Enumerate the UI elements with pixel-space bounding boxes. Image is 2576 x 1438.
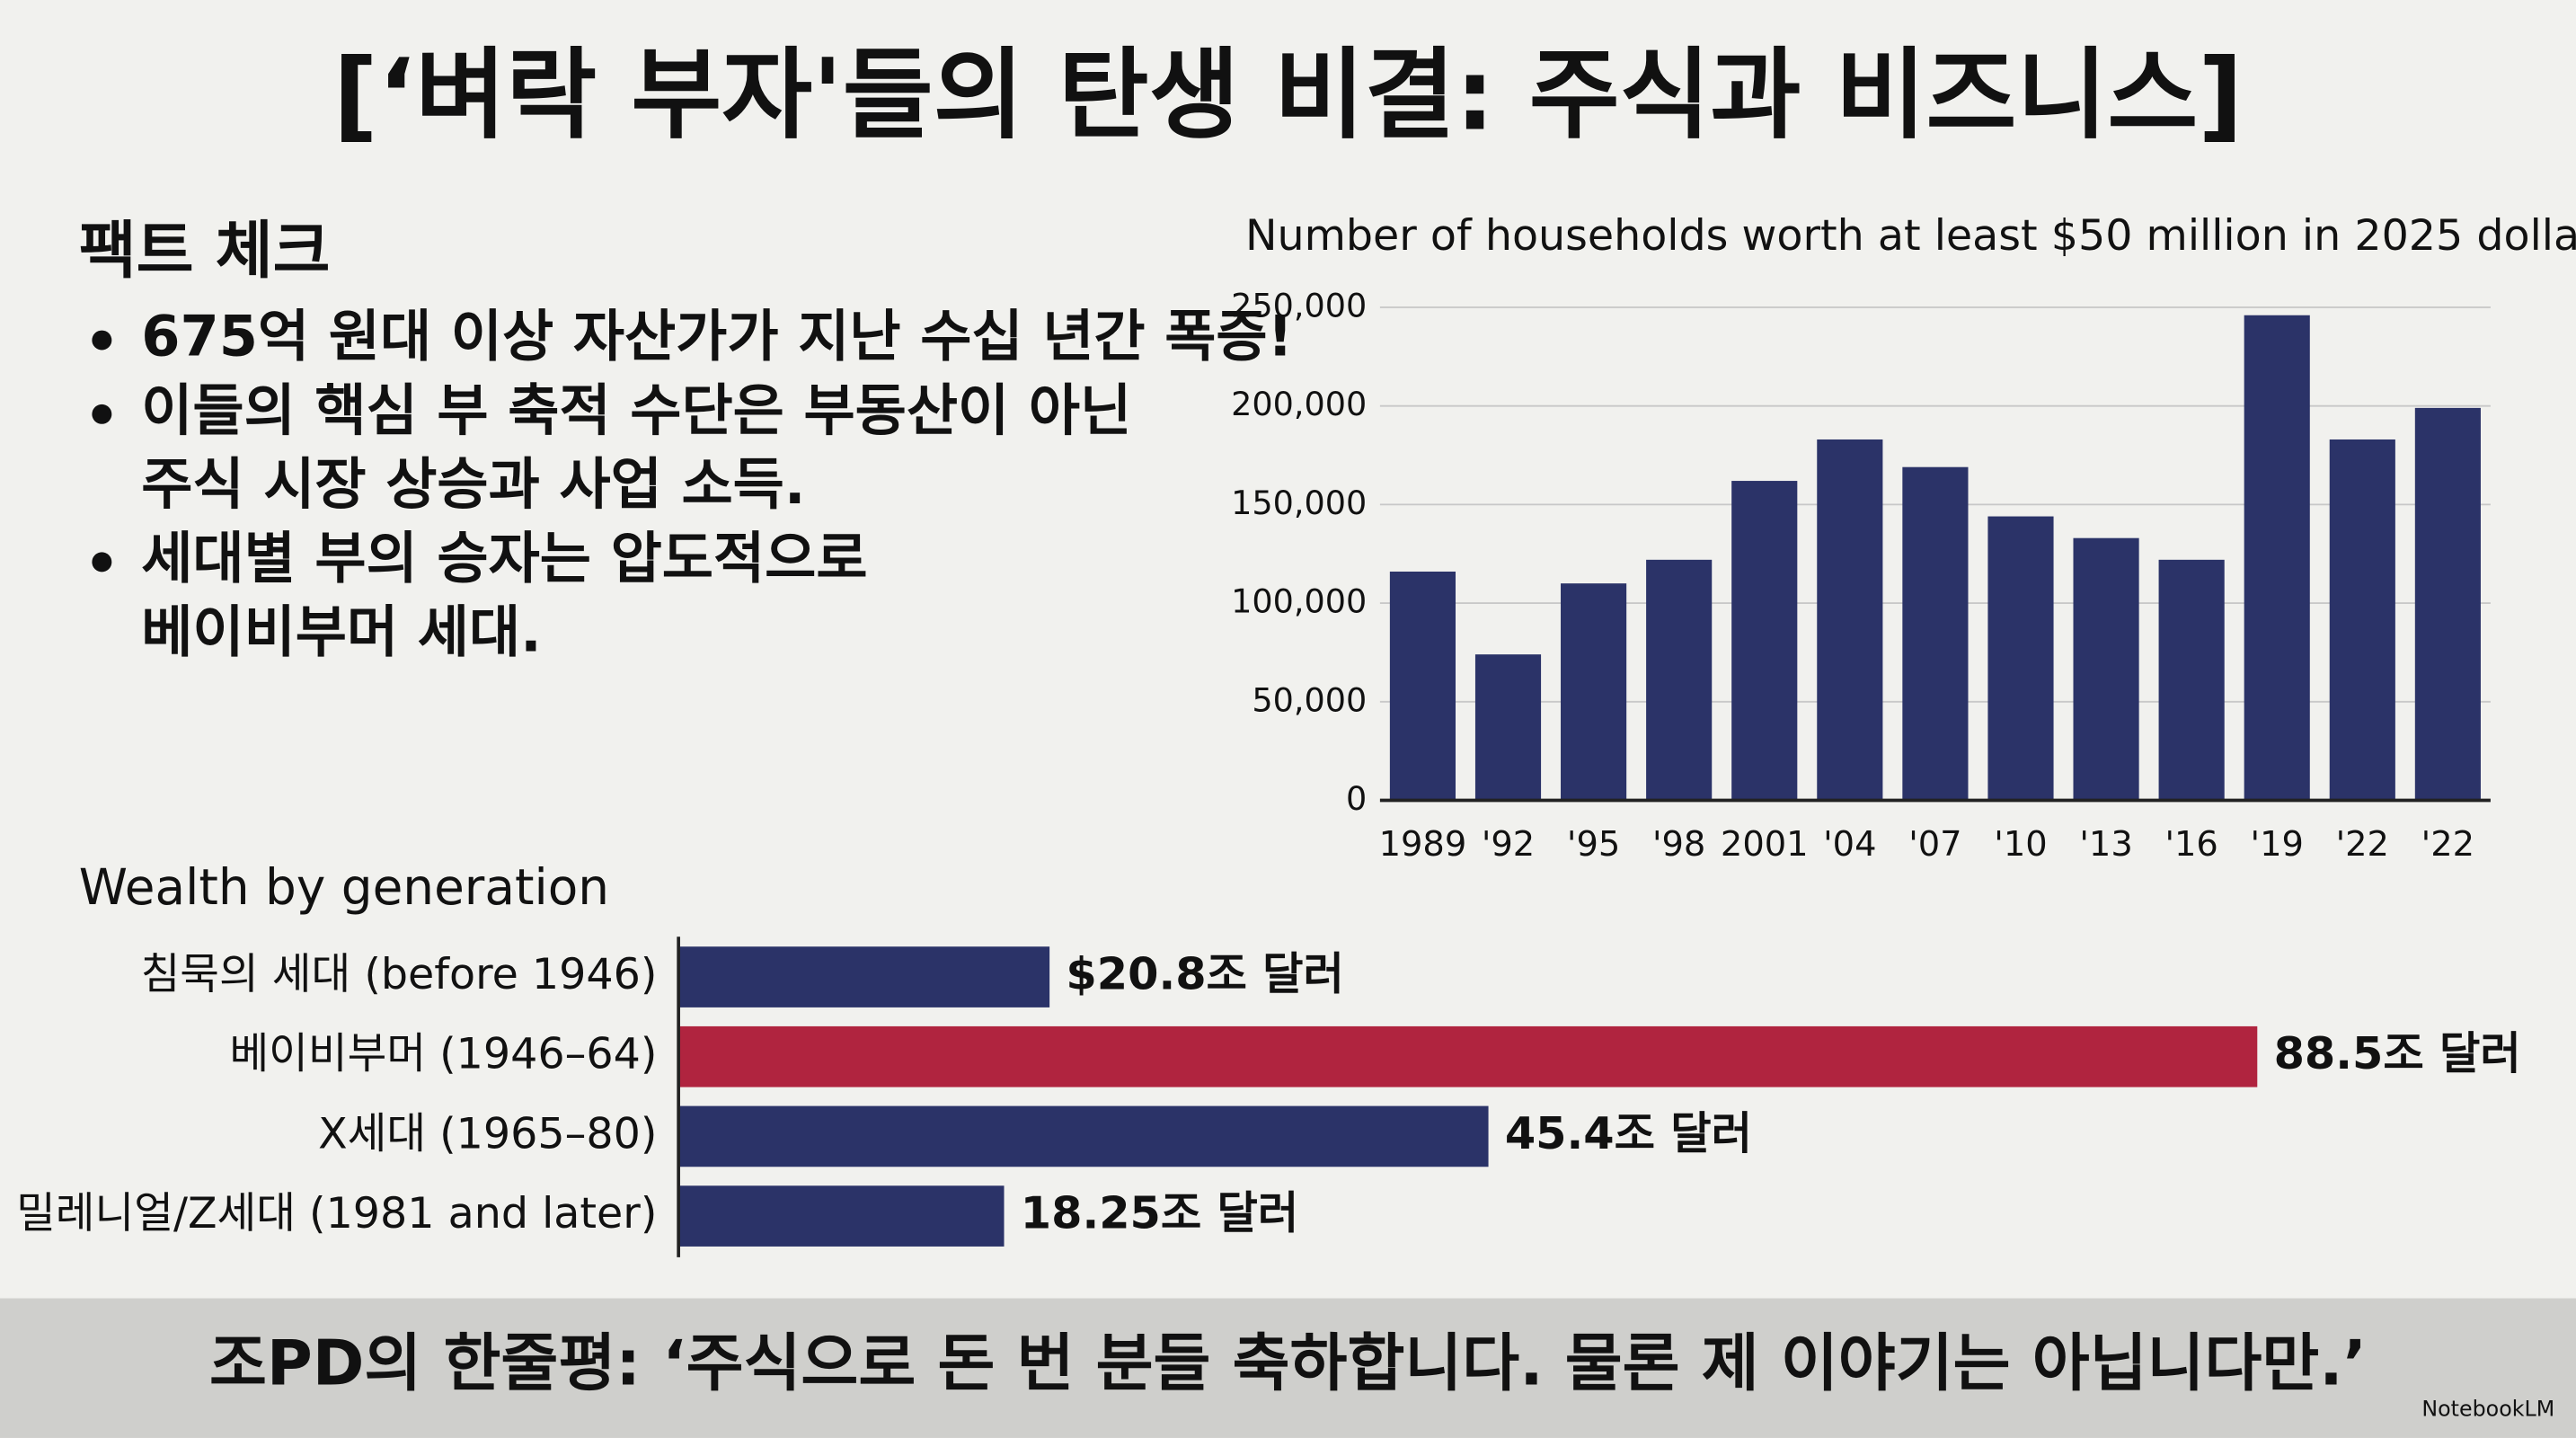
bullet-text: 이들의 핵심 부 축적 수단은 부동산이 아닌: [141, 377, 1131, 443]
bar: [1389, 571, 1456, 801]
category-label: 베이비부머 (1946–64): [229, 1030, 657, 1079]
watermark: NotebookLM: [2421, 1396, 2554, 1421]
bar: [1731, 481, 1798, 801]
y-tick-label: 100,000: [1231, 582, 1367, 621]
y-tick-label: 150,000: [1231, 484, 1367, 522]
x-tick-label: '13: [2079, 824, 2132, 865]
y-tick-label: 250,000: [1231, 286, 1367, 324]
x-tick-label: '92: [1482, 824, 1535, 865]
chart-title: Wealth by generation: [79, 858, 609, 916]
value-label: 45.4조 달러: [1505, 1107, 1752, 1159]
household-chart: Number of households worth at least $50 …: [1231, 211, 2576, 865]
x-tick-label: '22: [2336, 824, 2389, 865]
bullet-text: 세대별 부의 승자는 압도적으로: [141, 525, 867, 590]
caption: 조PD의 한줄평: ‘주식으로 돈 번 분들 축하합니다. 물론 제 이야기는 …: [209, 1327, 2367, 1399]
category-label: X세대 (1965–80): [318, 1109, 657, 1158]
y-tick-label: 50,000: [1252, 680, 1367, 719]
generation-chart: Wealth by generation 침묵의 세대 (before 1946)…: [16, 858, 2521, 1257]
bar: [678, 1105, 1489, 1167]
bar: [2073, 537, 2139, 801]
bar: [1987, 516, 2054, 801]
bullet-dot: [92, 552, 112, 573]
facts-list: 675억 원대 이상 자산가가 지난 수십 년간 폭증! 이들의 핵심 부 축적 …: [92, 304, 1293, 665]
bullet-dot: [92, 404, 112, 424]
bar: [2414, 407, 2481, 801]
bar: [1561, 583, 1627, 801]
y-tick-label: 200,000: [1231, 385, 1367, 423]
category-label: 밀레니얼/Z세대 (1981 and later): [16, 1189, 657, 1238]
bar: [678, 1185, 1005, 1247]
x-tick-label: '04: [1823, 824, 1876, 865]
bar: [2329, 439, 2395, 801]
value-label: 88.5조 달러: [2274, 1027, 2521, 1079]
bullet-text: 675억 원대 이상 자산가가 지난 수십 년간 폭증!: [141, 304, 1293, 369]
x-tick-label: '07: [1908, 824, 1961, 865]
bar: [678, 946, 1050, 1007]
x-tick-label: '16: [2164, 824, 2217, 865]
x-tick-label: 2001: [1721, 824, 1809, 865]
bar: [1902, 466, 1969, 801]
bullet-text: 베이비부머 세대.: [141, 599, 542, 665]
bullet-text: 주식 시장 상승과 사업 소득.: [141, 451, 805, 517]
x-tick-label: '19: [2251, 824, 2304, 865]
x-tick-label: '98: [1652, 824, 1705, 865]
caption-band: [0, 1298, 2576, 1438]
bar: [2244, 315, 2310, 801]
x-tick-label: '22: [2421, 824, 2474, 865]
bar: [2158, 559, 2225, 801]
bar: [1817, 439, 1883, 801]
x-tick-label: '10: [1994, 824, 2047, 865]
x-tick-label: '95: [1567, 824, 1620, 865]
y-tick-label: 0: [1346, 779, 1367, 818]
bar: [1474, 654, 1542, 801]
facts-heading: 팩트 체크: [79, 215, 331, 287]
category-label: 침묵의 세대 (before 1946): [141, 950, 658, 999]
value-label: $20.8조 달러: [1066, 948, 1344, 1000]
bar: [1646, 559, 1713, 801]
bar: [678, 1025, 2258, 1087]
slide-title: [‘벼락 부자'들의 탄생 비결: 주식과 비즈니스]: [333, 38, 2244, 153]
chart-title: Number of households worth at least $50 …: [1245, 211, 2576, 261]
bullet-dot: [92, 330, 112, 351]
value-label: 18.25조 달러: [1021, 1187, 1299, 1239]
x-tick-label: 1989: [1379, 824, 1467, 865]
